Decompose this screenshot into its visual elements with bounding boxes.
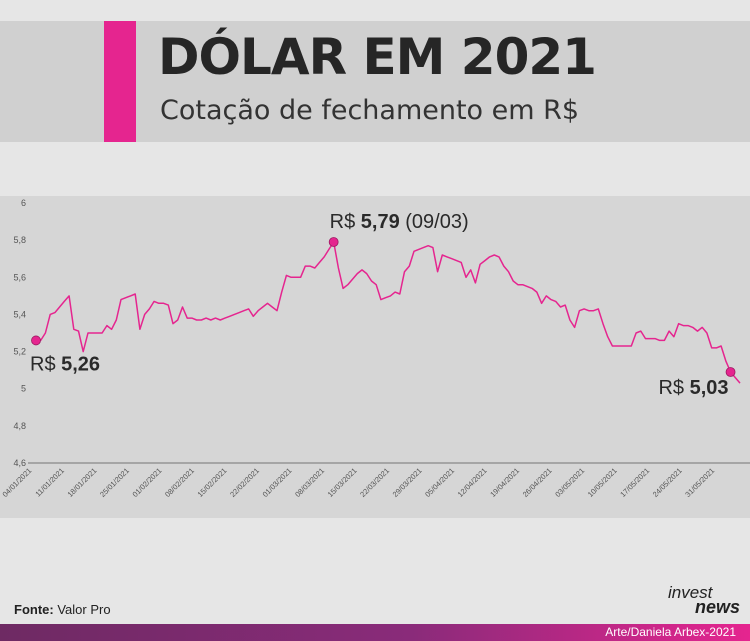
page-title: DÓLAR EM 2021: [158, 28, 597, 86]
chart-panel: 6 5,8 5,6 5,4 5,2 5 4,8 4,6 04/01/2021 11/01/2021…: [0, 196, 750, 518]
footer-bar: Arte/Daniela Arbex-2021: [0, 624, 750, 641]
x-tick-label: 18/01/2021: [66, 466, 99, 499]
accent-bar: [104, 21, 136, 142]
x-tick-label: 01/02/2021: [131, 466, 164, 499]
logo-line1: invest: [668, 583, 713, 602]
annotation-label: R$ 5,03: [658, 377, 728, 399]
y-tick-label: 5,2: [13, 347, 26, 357]
x-tick-label: 17/05/2021: [618, 466, 651, 499]
series-line: [36, 241, 741, 384]
x-tick-label: 05/04/2021: [423, 466, 456, 499]
highlight-marker: [31, 335, 41, 346]
x-tick-label: 19/04/2021: [488, 466, 521, 499]
annotation-label: R$ 5,79 (09/03): [330, 211, 469, 233]
x-tick-label: 04/01/2021: [1, 466, 34, 499]
x-tick-label: 22/03/2021: [358, 466, 391, 499]
source-label: Fonte:: [14, 602, 54, 617]
x-tick-label: 22/02/2021: [228, 466, 261, 499]
annotation-label: R$ 5,26: [30, 353, 100, 375]
y-tick-label: 5: [21, 384, 26, 394]
x-tick-label: 15/02/2021: [196, 466, 229, 499]
source-text: Valor Pro: [57, 602, 111, 617]
x-tick-label: 08/02/2021: [163, 466, 196, 499]
source-note: Fonte: Valor Pro: [14, 602, 111, 617]
y-tick-label: 5,6: [13, 272, 26, 282]
x-tick-label: 01/03/2021: [261, 466, 294, 499]
y-tick-label: 4,6: [13, 458, 26, 468]
line-chart: 6 5,8 5,6 5,4 5,2 5 4,8 4,604/01/2021 11/01/2021…: [1, 198, 750, 499]
x-tick-label: 08/03/2021: [293, 466, 326, 499]
x-tick-label: 29/03/2021: [391, 466, 424, 499]
y-tick-label: 6: [21, 198, 26, 208]
x-tick-label: 11/01/2021: [33, 466, 66, 499]
y-tick-label: 4,8: [13, 421, 26, 431]
investnews-logo: invest news: [668, 583, 740, 617]
highlight-marker: [328, 237, 339, 247]
x-tick-label: 15/03/2021: [326, 466, 359, 499]
x-tick-label: 25/01/2021: [98, 466, 131, 499]
x-tick-label: 26/04/2021: [521, 466, 554, 499]
x-tick-label: 10/05/2021: [586, 466, 619, 499]
x-tick-label: 12/04/2021: [456, 466, 489, 499]
page-subtitle: Cotação de fechamento em R$: [160, 95, 580, 126]
y-tick-label: 5,8: [13, 235, 26, 245]
logo-line2: news: [694, 597, 740, 617]
x-tick-label: 24/05/2021: [651, 466, 684, 499]
x-tick-label: 31/05/2021: [683, 466, 716, 499]
y-tick-label: 5,4: [13, 309, 26, 319]
credit-text: Arte/Daniela Arbex-2021: [605, 625, 736, 639]
highlight-marker: [725, 367, 736, 377]
x-tick-label: 03/05/2021: [553, 466, 586, 499]
